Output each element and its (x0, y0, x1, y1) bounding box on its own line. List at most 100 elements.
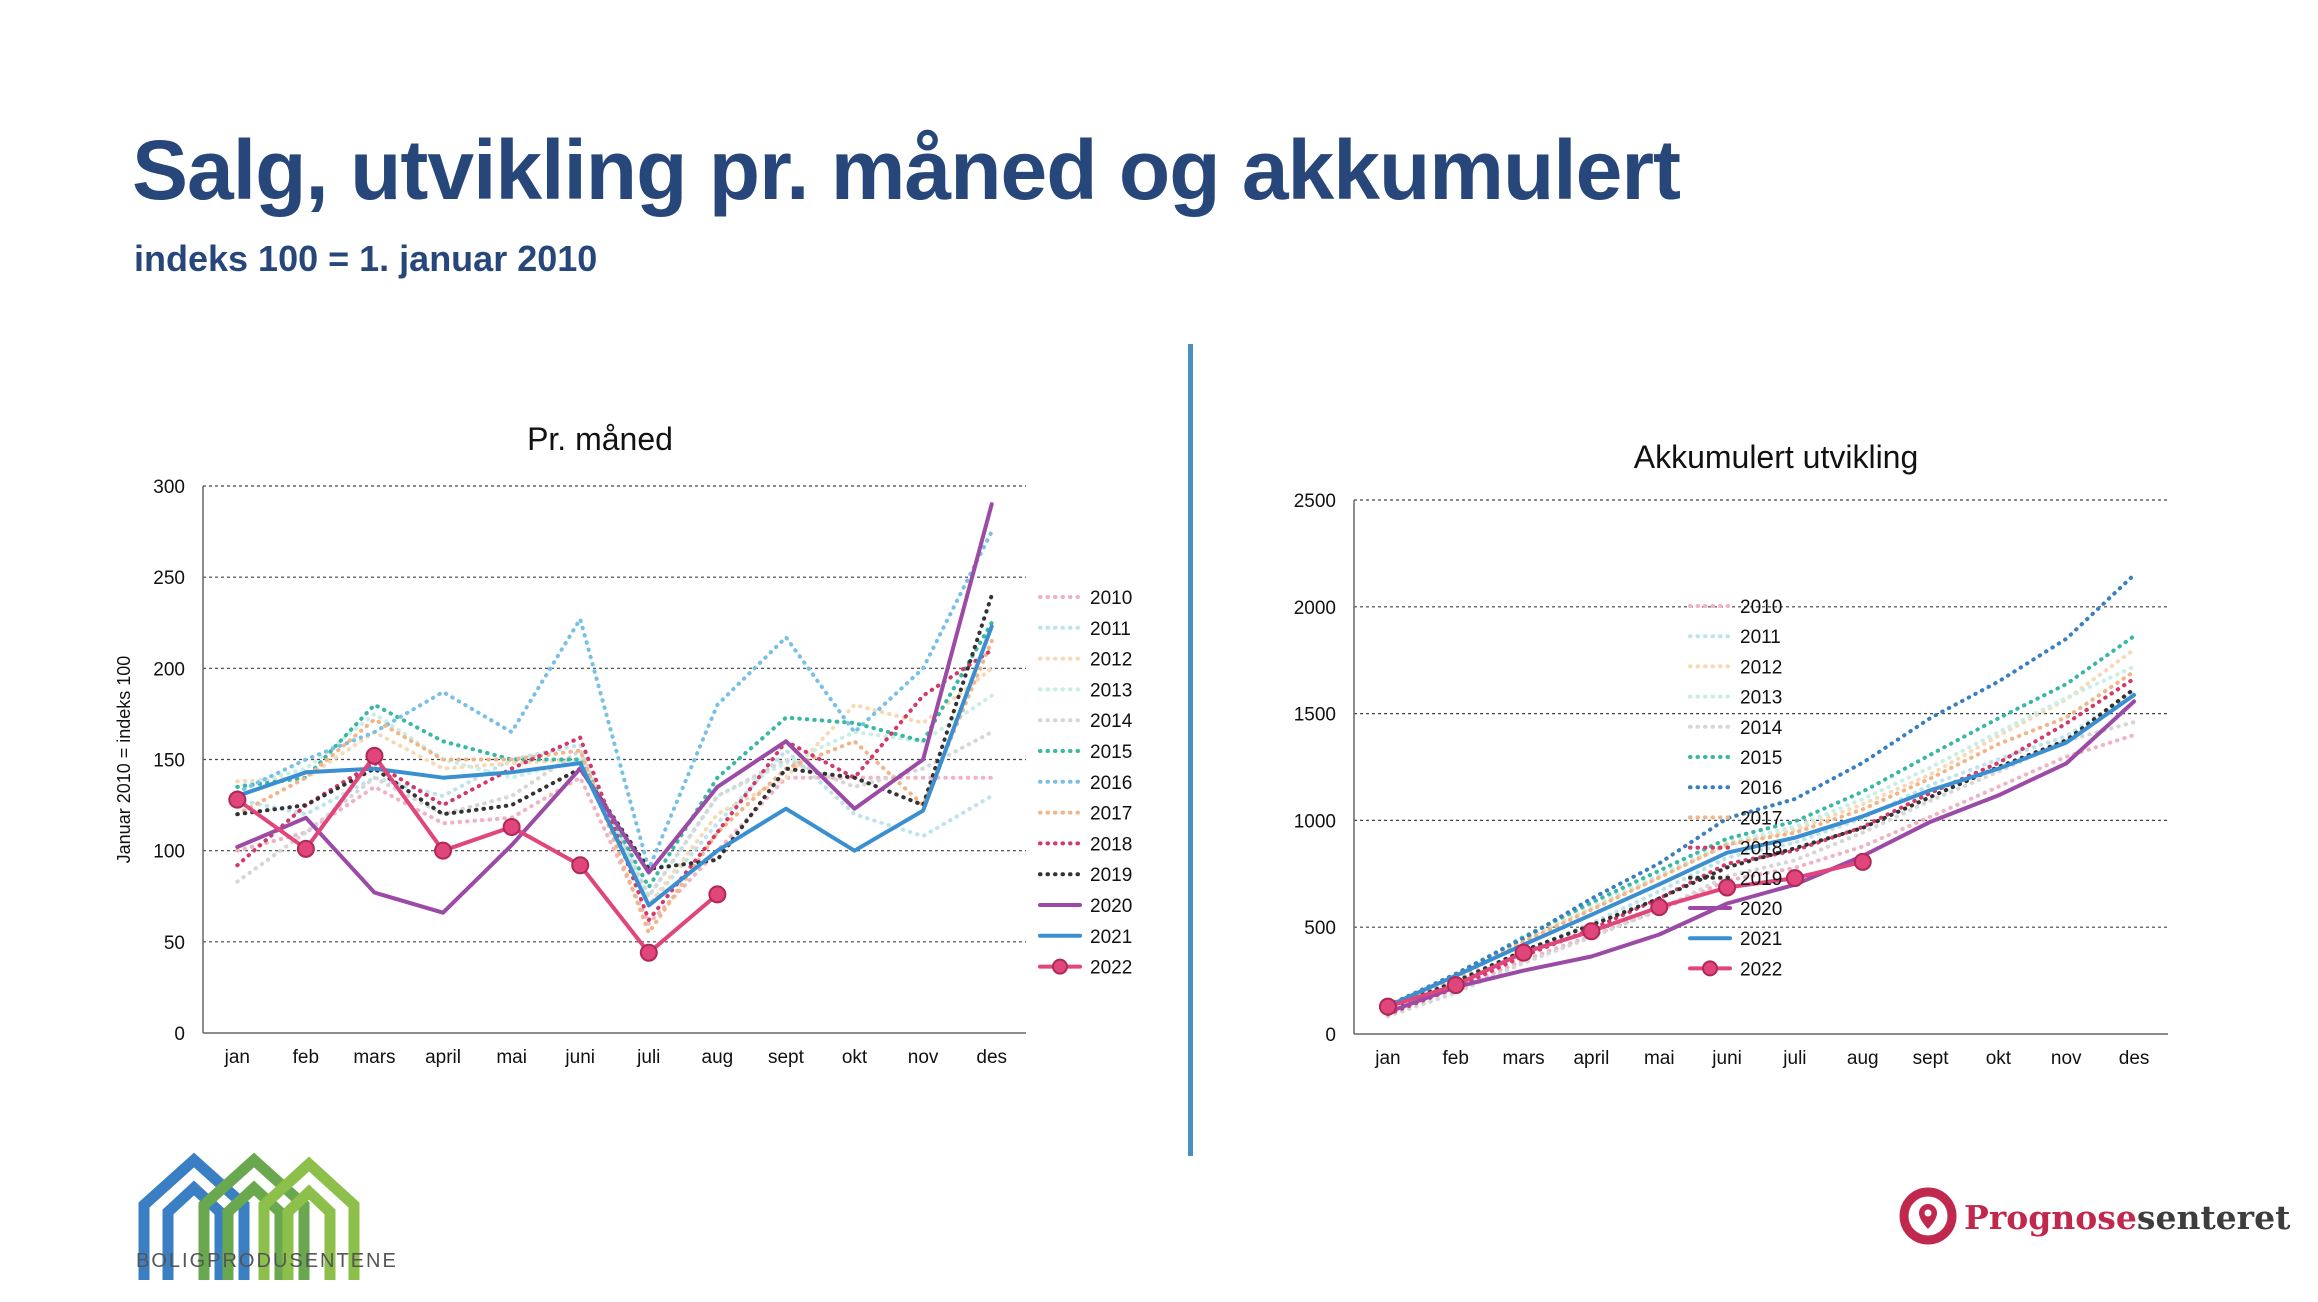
x-tick-label: jan (1374, 1048, 1400, 1069)
legend-label-2020: 2020 (1090, 896, 1132, 917)
y-tick-label: 2000 (1294, 598, 1336, 619)
page-title: Salg, utvikling pr. måned og akkumulert (132, 123, 1681, 217)
legend-label-2022: 2022 (1090, 958, 1132, 979)
x-tick-label: des (2119, 1048, 2150, 1069)
y-tick-label: 50 (164, 933, 185, 954)
legend-label-2013: 2013 (1740, 688, 1782, 709)
data-point-2022 (434, 841, 453, 860)
boligprodusentene-logo-text: BOLIGPRODUSENTENE (136, 1250, 398, 1272)
location-pin-icon (1899, 1187, 1957, 1245)
chart-title-1: Akkumulert utvikling (1634, 439, 1919, 475)
legend-label-2017: 2017 (1740, 808, 1782, 829)
logo-text-senteret: senteret (2136, 1198, 2291, 1237)
x-tick-label: sept (1913, 1048, 1950, 1069)
y-tick-label: 200 (153, 659, 185, 680)
series-line-2016 (235, 529, 994, 871)
legend-label-2010: 2010 (1740, 597, 1782, 618)
data-point-2022 (1582, 922, 1601, 941)
y-tick-label: 100 (153, 842, 185, 863)
data-point-2022 (1378, 997, 1397, 1016)
legend-label-2018: 2018 (1740, 839, 1782, 860)
series-line-2012 (235, 666, 994, 908)
data-point-2022 (708, 885, 727, 904)
series-line-2018 (1385, 676, 2137, 1017)
series-line-2014 (235, 730, 994, 899)
x-tick-label: mai (496, 1047, 527, 1068)
x-tick-label: aug (1847, 1048, 1879, 1069)
data-point-2022 (571, 856, 590, 875)
x-tick-label: nov (2051, 1048, 2082, 1069)
legend-label-2018: 2018 (1090, 834, 1132, 855)
y-tick-label: 1500 (1294, 705, 1336, 726)
series-line-2022 (1385, 859, 1865, 1009)
series-line-2017 (235, 639, 994, 935)
x-tick-label: feb (1443, 1048, 1469, 1069)
x-tick-label: okt (1986, 1048, 2012, 1069)
legend-marker-2022 (1052, 958, 1068, 975)
y-axis-label: Januar 2010 = indeks 100 (114, 656, 134, 864)
y-tick-label: 2500 (1294, 491, 1336, 512)
legend-label-2017: 2017 (1090, 804, 1132, 825)
series-line-2021 (1385, 693, 2137, 1009)
x-tick-label: feb (293, 1047, 319, 1068)
legend-label-2020: 2020 (1740, 899, 1782, 920)
data-point-2022 (1446, 976, 1465, 995)
y-tick-label: 0 (1325, 1025, 1336, 1046)
data-point-2022 (1514, 943, 1533, 962)
series-line-2013 (1385, 664, 2137, 1008)
series-line-2010 (1385, 733, 2137, 1015)
legend-label-2012: 2012 (1090, 650, 1132, 671)
legend-marker-2022 (1702, 960, 1718, 977)
monthly-chart: Pr. måned 0 50 100 150 200 250 300 jan feb mars apr… (114, 421, 1133, 1068)
legend-label-2010: 2010 (1090, 588, 1132, 609)
legend-label-2012: 2012 (1740, 657, 1782, 678)
data-point-2022 (1650, 898, 1669, 917)
data-point-2022 (502, 817, 521, 836)
legend-label-2021: 2021 (1740, 929, 1782, 950)
legend-label-2011: 2011 (1740, 627, 1781, 648)
y-tick-label: 1000 (1294, 811, 1336, 832)
x-tick-label: jan (224, 1047, 250, 1068)
page-subtitle: indeks 100 = 1. januar 2010 (134, 238, 598, 279)
prognosesenteret-logo-text: Prognosesenteret (1964, 1198, 2290, 1237)
x-tick-label: mars (1502, 1048, 1544, 1069)
legend-label-2014: 2014 (1740, 718, 1783, 739)
boligprodusentene-logo-icon (138, 1152, 360, 1280)
chart-divider (1188, 344, 1193, 1156)
legend-label-2016: 2016 (1090, 773, 1132, 794)
data-point-2022 (1785, 869, 1804, 888)
series-line-2022 (235, 753, 720, 955)
chart-title-0: Pr. måned (527, 421, 673, 457)
series-line-2010 (235, 775, 994, 926)
series-line-2020 (235, 502, 994, 915)
logo-text-prognose: Prognose (1964, 1198, 2137, 1237)
x-tick-label: april (1573, 1048, 1609, 1069)
series-line-2012 (1385, 647, 2137, 1007)
legend-label-2019: 2019 (1740, 869, 1782, 890)
x-tick-label: okt (842, 1047, 868, 1068)
y-tick-label: 150 (153, 751, 185, 772)
legend-label-2021: 2021 (1090, 927, 1132, 948)
series-line-2016 (1385, 572, 2137, 1008)
y-tick-label: 500 (1304, 918, 1336, 939)
cumulative-chart: Akkumulert utvikling 0 500 1000 1500 2000 2500… (1294, 439, 2168, 1069)
data-point-2022 (228, 790, 247, 809)
series-line-2017 (1385, 669, 2137, 1011)
y-tick-label: 250 (153, 568, 185, 589)
legend-label-2014: 2014 (1090, 711, 1133, 732)
legend-label-2011: 2011 (1090, 619, 1131, 640)
legend-label-2022: 2022 (1740, 959, 1782, 980)
x-tick-label: sept (768, 1047, 805, 1068)
x-tick-label: des (976, 1047, 1007, 1068)
x-tick-label: juli (636, 1047, 660, 1068)
x-tick-label: aug (702, 1047, 734, 1068)
series-line-2020 (1385, 699, 2137, 1015)
data-point-2022 (296, 839, 315, 858)
x-tick-label: juni (1711, 1048, 1742, 1069)
x-tick-label: mai (1644, 1048, 1675, 1069)
x-tick-label: mars (353, 1047, 395, 1068)
legend-label-2019: 2019 (1090, 865, 1132, 886)
series-line-2014 (1385, 720, 2137, 1019)
x-tick-label: april (425, 1047, 461, 1068)
data-point-2022 (1718, 878, 1737, 897)
